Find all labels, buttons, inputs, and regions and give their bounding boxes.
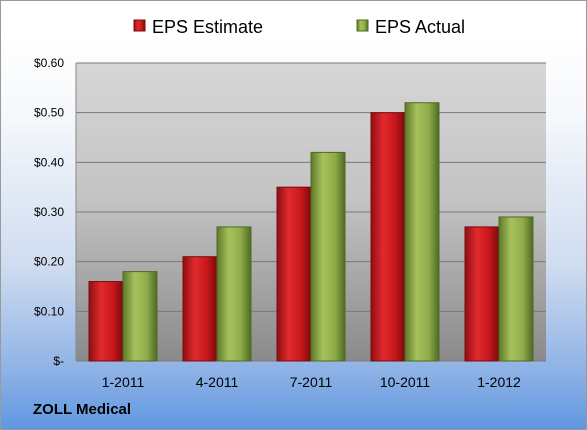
legend-label-actual: EPS Actual (375, 17, 465, 37)
x-category-label: 7-2011 (290, 374, 333, 390)
bar-eps-estimate (182, 256, 218, 362)
legend-swatch-estimate (133, 19, 146, 32)
y-axis: $- $0.10 $0.20 $0.30 $0.40 $0.50 $0.60 (34, 56, 77, 368)
bar-eps-actual (122, 271, 158, 362)
bar-eps-actual (216, 226, 252, 362)
y-tick-label: $0.30 (34, 205, 64, 219)
bar-eps-actual (498, 216, 534, 362)
y-tick-label: $0.20 (34, 255, 64, 269)
bar-eps-estimate (464, 226, 500, 362)
x-axis: 1-2011 4-2011 7-2011 10-2011 1-2012 (102, 374, 521, 390)
x-category-label: 1-2012 (477, 374, 521, 390)
y-tick-label: $0.10 (34, 304, 64, 318)
bar-eps-estimate (276, 186, 312, 362)
legend-label-estimate: EPS Estimate (152, 17, 263, 37)
y-tick-label: $0.60 (34, 56, 64, 70)
bars (88, 102, 534, 362)
y-tick-label: $0.40 (34, 155, 64, 169)
y-tick-label: $- (53, 354, 64, 368)
bar-eps-estimate (370, 112, 406, 362)
x-category-label: 4-2011 (196, 374, 239, 390)
bar-eps-actual (404, 102, 440, 362)
legend: EPS Estimate EPS Actual (133, 17, 465, 37)
x-category-label: 10-2011 (380, 374, 431, 390)
y-tick-label: $0.50 (34, 106, 64, 120)
company-name: ZOLL Medical (33, 401, 132, 418)
bar-eps-actual (310, 151, 346, 362)
legend-swatch-actual (356, 19, 369, 32)
x-category-label: 1-2011 (102, 374, 145, 390)
bar-eps-estimate (88, 281, 124, 362)
